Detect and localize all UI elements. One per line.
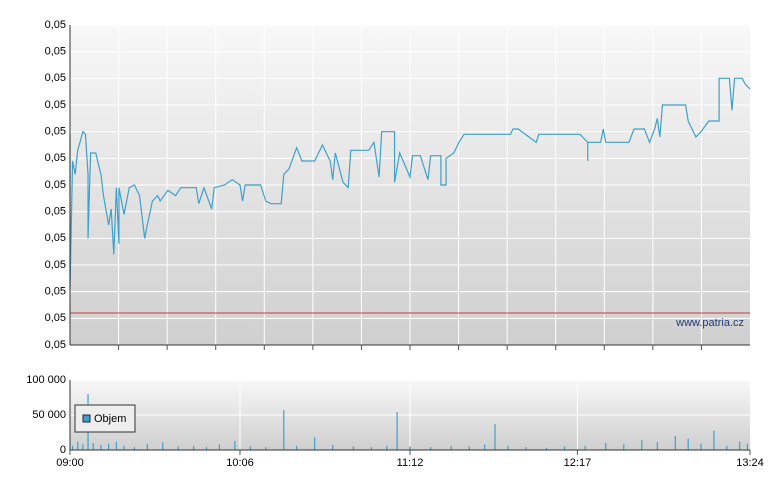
x-tick-label: 09:00 <box>56 457 84 469</box>
volume-bar <box>296 445 298 450</box>
volume-bar <box>205 447 208 450</box>
volume-bar <box>314 437 316 450</box>
volume-bar <box>739 441 741 450</box>
volume-bar <box>123 445 125 450</box>
y-tick-label: 0,05 <box>45 179 66 191</box>
volume-bar <box>77 441 79 450</box>
y-tick-label: 100 000 <box>26 374 66 386</box>
volume-bar <box>674 436 676 450</box>
volume-bar <box>545 447 548 450</box>
y-tick-label: 0,05 <box>45 19 66 31</box>
volume-bar <box>623 444 625 450</box>
y-tick-label: 0 <box>60 444 66 456</box>
volume-bar <box>283 410 285 450</box>
volume-bar <box>218 444 220 450</box>
y-tick-label: 0,05 <box>45 339 66 351</box>
volume-bar <box>133 447 135 450</box>
y-tick-label: 0,05 <box>45 232 66 244</box>
volume-bar <box>484 444 486 450</box>
y-tick-label: 0,05 <box>45 126 66 138</box>
volume-bar <box>507 445 509 450</box>
volume-bar <box>468 446 470 450</box>
volume-bar <box>193 445 195 450</box>
volume-bar <box>450 445 452 450</box>
volume-bar <box>409 446 411 450</box>
y-tick-label: 0,05 <box>45 72 66 84</box>
volume-bar <box>100 445 102 450</box>
volume-bar <box>746 443 749 450</box>
volume-bar <box>584 445 586 450</box>
volume-bar <box>525 447 527 450</box>
x-tick-label: 11:12 <box>397 457 424 469</box>
volume-bar <box>700 443 702 450</box>
y-tick-label: 0,05 <box>45 46 66 58</box>
volume-bar <box>108 443 110 450</box>
volume-bar <box>563 446 566 450</box>
volume-bar <box>162 442 164 450</box>
volume-bar <box>177 446 179 450</box>
y-tick-label: 0,05 <box>45 99 66 111</box>
watermark: www.patria.cz <box>675 317 744 329</box>
price-line <box>69 77 751 290</box>
y-tick-label: 0,05 <box>45 206 66 218</box>
legend-swatch <box>82 414 91 423</box>
x-tick-label: 12:17 <box>564 457 592 469</box>
volume-bar <box>641 440 643 450</box>
volume-bar <box>71 445 74 450</box>
volume-bar <box>352 446 354 450</box>
volume-bar <box>605 443 607 450</box>
volume-bar <box>396 412 398 450</box>
volume-bar <box>386 445 388 450</box>
volume-bar <box>370 447 372 450</box>
volume-bar <box>82 444 84 450</box>
volume-bar <box>92 443 94 450</box>
x-tick-label: 10:06 <box>226 457 254 469</box>
y-tick-label: 0,05 <box>45 152 66 164</box>
volume-bar <box>687 438 689 450</box>
volume-bar <box>115 441 117 450</box>
volume-bar <box>430 447 432 450</box>
y-tick-label: 0,05 <box>45 312 66 324</box>
volume-bar <box>234 440 236 450</box>
legend-label: Objem <box>94 413 126 425</box>
volume-bar <box>332 445 334 450</box>
volume-bar <box>656 442 658 450</box>
y-tick-label: 50 000 <box>32 409 66 421</box>
volume-bar <box>265 447 267 450</box>
volume-bar <box>249 446 251 450</box>
volume-bar <box>494 424 496 450</box>
volume-bar <box>713 430 715 450</box>
y-tick-label: 0,05 <box>45 286 66 298</box>
x-tick-label: 13:24 <box>736 457 764 469</box>
volume-bar <box>146 443 148 450</box>
y-tick-label: 0,05 <box>45 259 66 271</box>
volume-bar <box>726 445 728 450</box>
